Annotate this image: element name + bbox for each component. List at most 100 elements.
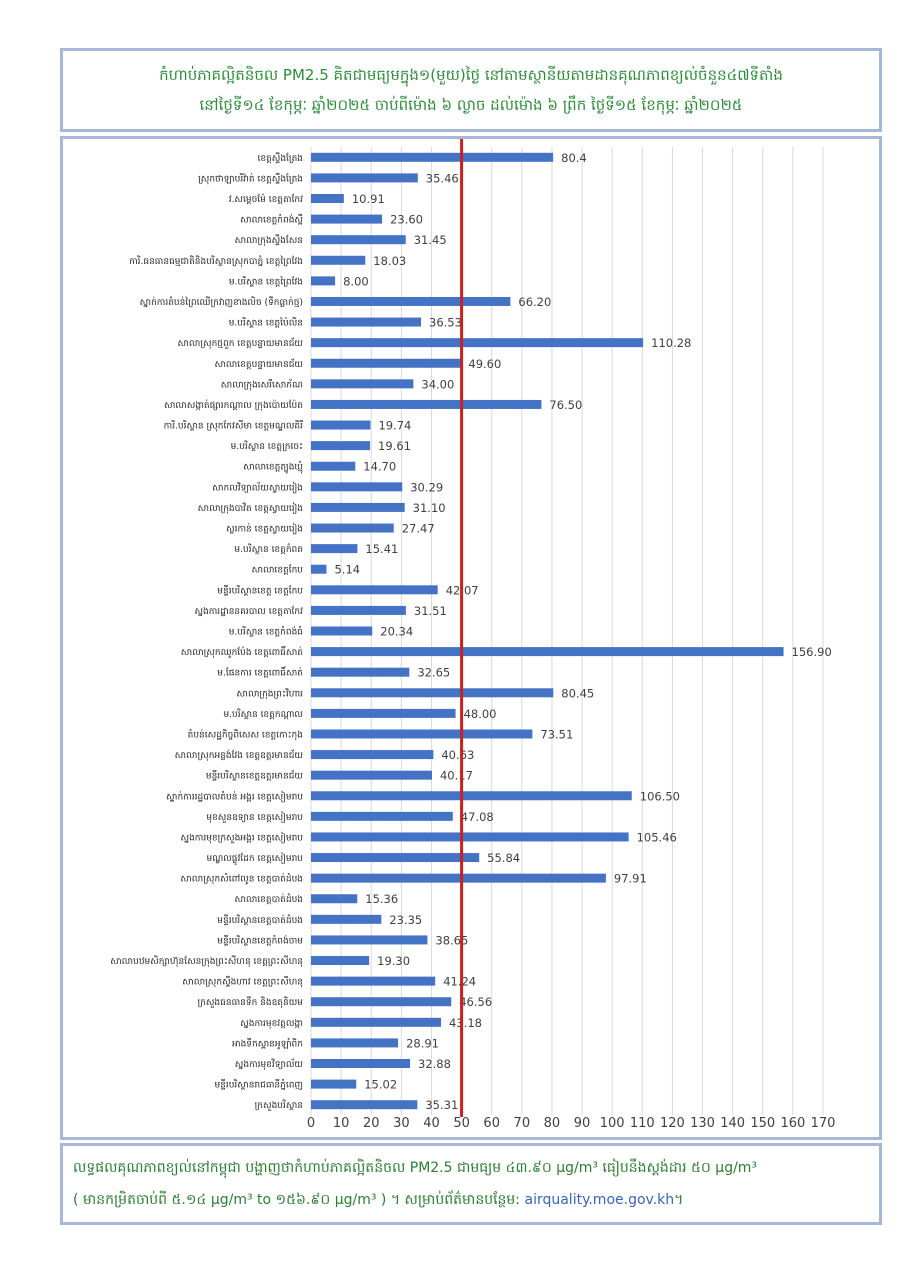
value-label: 5.14	[334, 563, 360, 577]
category-label: សាលាក្រុងព្រះវិហារ	[237, 687, 304, 699]
category-label: សាលាក្រុងស្ទឹងសែន	[235, 234, 303, 246]
value-label: 31.45	[414, 233, 447, 247]
value-label: 19.74	[378, 419, 411, 433]
bar	[311, 647, 784, 657]
bar	[311, 708, 456, 718]
category-label: សាលាក្រុងបាវិត ខេត្តស្វាយរៀង	[198, 502, 303, 514]
bar	[311, 173, 418, 183]
bar	[311, 688, 554, 698]
category-label: សាលាខេត្តបាត់ដំបង	[234, 893, 303, 905]
category-label: មណ្ឌលផ្លូវដែក ខេត្តសៀមរាប	[206, 852, 303, 865]
category-label: សាលាស្រុកស្ទឹងហាវ ខេត្តព្រះសីហនុ	[182, 976, 303, 988]
category-label: សាលាស្រុកឈូកប៉ែង ខេត្តពោធិ៍សាត់	[181, 645, 304, 658]
x-tick-label: 120	[660, 1116, 685, 1131]
value-label: 40.63	[441, 748, 474, 762]
value-label: 15.36	[365, 892, 398, 906]
value-label: 46.56	[459, 995, 492, 1009]
value-label: 20.34	[380, 625, 413, 639]
value-label: 36.53	[429, 316, 462, 330]
value-label: 47.08	[461, 810, 494, 824]
category-label: ស្នងការដ្ឋាននគរបាល ខេត្តតាកែវ	[194, 605, 303, 617]
value-label: 18.03	[373, 254, 406, 268]
x-tick-label: 70	[514, 1116, 531, 1131]
category-label: សាលាបឋមសិក្សាហ៊ុនសែនក្រុងព្រះសីហនុ ខេត្ត…	[110, 955, 303, 967]
bar	[311, 255, 366, 265]
category-label: មន្ទីរបរិស្ថានខេត្តឧត្ដរមានជ័យ	[206, 770, 304, 782]
chart-title-box: កំហាប់ភាគល្អិតនិចល PM2.5 គិតជាមធ្យមក្នុង…	[60, 48, 882, 132]
bar	[311, 379, 414, 389]
category-label: សាលាស្រុកអន្លង់វែង ខេត្តឧត្ដរមានជ័យ	[175, 749, 304, 761]
category-label: ម.ផែនការ ខេត្តពោធិ៍សាត់	[217, 666, 303, 679]
x-tick-label: 130	[690, 1116, 715, 1131]
summary-line-2-end: ។	[674, 1192, 684, 1208]
category-label: មន្ទីរបរិស្ថានខេត្តកំពង់ចាម	[217, 934, 303, 946]
bar	[311, 729, 533, 739]
bar	[311, 441, 371, 451]
bar	[311, 585, 438, 595]
bar	[311, 1079, 357, 1089]
category-label: ម.បរិស្ថាន ខេត្តកំពត	[234, 543, 303, 555]
bar	[311, 461, 356, 471]
bar	[311, 853, 480, 863]
website-link[interactable]: airquality.moe.gov.kh	[524, 1192, 675, 1208]
category-label: ម.បរិស្ថាន ខេត្តកំពង់ធំ	[229, 626, 304, 638]
category-label: សាលាសង្កាត់ផ្សារកណ្ដាល ក្រុងប៉ោយប៉ែត	[164, 399, 303, 411]
category-label: ម.បរិស្ថាន ខេត្តកណ្ដាល	[223, 708, 303, 720]
x-tick-label: 110	[630, 1116, 655, 1131]
category-label: សាកលវិទ្យាល័យស្វាយរៀង	[212, 481, 303, 493]
value-label: 35.31	[425, 1098, 458, 1112]
value-label: 28.91	[406, 1036, 439, 1050]
bar	[311, 976, 436, 986]
value-label: 48.00	[464, 707, 497, 721]
summary-line-2-text: ( មានកម្រិតចាប់ពី ៥.១៤ µg/m³ to ១៥៦.៩០ µ…	[73, 1192, 525, 1208]
bar	[311, 296, 511, 306]
category-label: មន្ទីរបរិស្ថានរាជធានីភ្នំពេញ	[214, 1079, 303, 1091]
x-tick-label: 60	[483, 1116, 500, 1131]
chart-title-line-2: នៅថ្ងៃទី១៤ ខែកុម្ភៈ ឆ្នាំ២០២៥ ចាប់ពីម៉ោង…	[199, 96, 743, 114]
value-label: 27.47	[402, 522, 435, 536]
bar	[311, 894, 358, 904]
category-label: សាលាខេត្តកំពង់ស្ពឺ	[240, 214, 303, 226]
bar	[311, 1017, 442, 1027]
bar	[311, 667, 410, 677]
category-label: មន្ទីរបរិស្ថានខេត្តបាត់ដំបង	[217, 914, 303, 926]
category-label: សាលាខេត្តកែប	[252, 564, 304, 576]
x-tick-label: 30	[393, 1116, 410, 1131]
category-label: ម.បរិស្ថាន ខេត្តព្រៃវែង	[229, 275, 303, 287]
bar	[311, 523, 394, 533]
value-label: 23.35	[389, 913, 422, 927]
bar	[311, 276, 336, 286]
category-label: សាលាខេត្តត្បូងឃ្មុំ	[243, 461, 303, 474]
bar	[311, 193, 344, 203]
value-label: 66.20	[518, 295, 551, 309]
x-tick-label: 0	[307, 1116, 315, 1131]
summary-line-2: ( មានកម្រិតចាប់ពី ៥.១៤ µg/m³ to ១៥៦.៩០ µ…	[73, 1188, 869, 1212]
value-label: 30.29	[410, 480, 443, 494]
category-label: ការិ.បរិស្ថាន ស្រុកកែវសីមា ខេត្តមណ្ឌលគិរ…	[164, 420, 304, 432]
bar	[311, 873, 606, 883]
value-label: 40.17	[440, 769, 473, 783]
value-label: 8.00	[343, 274, 369, 288]
category-label: មន្ទីរបរិស្ថានខេត្ត ខេត្តកែប	[217, 584, 303, 596]
value-label: 43.18	[449, 1016, 482, 1030]
category-label: ក្រសួងធនធានទឹក និងឧតុនិយម	[197, 996, 303, 1008]
bar	[311, 770, 432, 780]
bar	[311, 482, 403, 492]
bar	[311, 956, 370, 966]
category-label: ស្នងការមុខវត្តលង្កា	[240, 1019, 303, 1029]
category-label: សាលាក្រុងសេរីសោភ័ណ	[221, 378, 303, 390]
value-label: 80.45	[561, 686, 594, 700]
x-tick-label: 80	[544, 1116, 561, 1131]
summary-line-1: លទ្ធផលគុណភាពខ្យល់នៅកម្ពុជា បង្ហាញថាកំហាប…	[73, 1160, 758, 1176]
pm25-bar-chart: 0 10 20 30 40 50 60 70 80 90 100 110 120 130 140 150 160…	[110, 139, 835, 1131]
x-tick-label: 50	[453, 1116, 470, 1131]
value-label: 23.60	[390, 213, 423, 227]
bar	[311, 214, 383, 224]
value-label: 32.88	[418, 1057, 451, 1071]
summary-footer: លទ្ធផលគុណភាពខ្យល់នៅកម្ពុជា បង្ហាញថាកំហាប…	[60, 1143, 882, 1225]
category-label: សាលាស្រុកសំពៅលូន ខេត្តបាត់ដំបង	[180, 873, 303, 885]
value-label: 105.46	[637, 830, 677, 844]
value-label: 97.91	[614, 872, 647, 886]
value-label: 76.50	[549, 398, 582, 412]
category-label: ម.បរិស្ថាន ខេត្តប៉ៃលិន	[229, 317, 303, 329]
